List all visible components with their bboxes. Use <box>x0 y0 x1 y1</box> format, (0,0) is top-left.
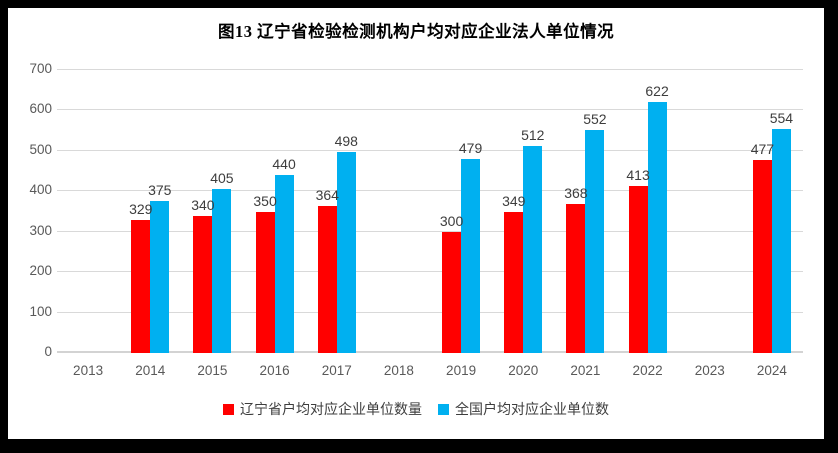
x-axis-tick-label: 2016 <box>259 363 290 378</box>
x-axis-tick-label: 2019 <box>446 363 477 378</box>
plot-area: 329 375 340 405 350 440 364 498 300 479 349 512 368 5… <box>57 69 803 353</box>
data-label: 350 <box>253 192 277 209</box>
national-bar-2021 <box>585 129 605 353</box>
y-axis-tick-label: 200 <box>29 263 52 279</box>
chart-title: 图13 辽宁省检验检测机构户均对应企业法人单位情况 <box>217 22 615 41</box>
y-axis-tick-label: 600 <box>29 101 52 117</box>
x-axis-tick-label: 2020 <box>508 363 539 378</box>
national-bar-2014 <box>150 201 170 353</box>
x-axis-tick-label: 2021 <box>570 363 601 378</box>
data-label: 413 <box>626 167 650 184</box>
x-axis-tick-label: 2022 <box>632 363 663 378</box>
gridline <box>57 109 803 111</box>
gridline <box>57 149 803 151</box>
legend: 辽宁省户均对应企业单位数量 全国户均对应企业单位数 <box>8 399 824 419</box>
data-label: 512 <box>521 127 545 144</box>
gridline <box>57 230 803 232</box>
x-axis-tick-label: 2013 <box>73 363 104 378</box>
national-bar-2016 <box>274 175 294 353</box>
data-label: 440 <box>272 156 296 173</box>
liaoning-bar-2024 <box>752 160 772 353</box>
y-axis-tick-label: 300 <box>29 222 52 238</box>
liaoning-bar-2020 <box>504 211 524 353</box>
x-axis-tick-label: 2023 <box>694 363 725 378</box>
legend-item-liaoning: 辽宁省户均对应企业单位数量 <box>223 399 422 419</box>
data-label: 300 <box>439 212 464 229</box>
gridline <box>57 69 803 70</box>
gridline <box>57 190 803 192</box>
y-axis-tick-label: 500 <box>29 141 52 157</box>
legend-label: 辽宁省户均对应企业单位数量 <box>240 401 422 417</box>
x-axis-tick-label: 2018 <box>383 363 414 378</box>
national-bar-2020 <box>523 146 543 353</box>
y-axis-tick-label: 700 <box>29 61 52 76</box>
data-label: 329 <box>129 201 153 217</box>
data-label: 368 <box>564 185 588 202</box>
data-label: 554 <box>769 110 794 127</box>
data-label: 622 <box>645 82 669 99</box>
data-label: 349 <box>502 192 526 209</box>
liaoning-bar-2022 <box>628 186 648 353</box>
national-bar-2015 <box>212 189 232 353</box>
y-axis-tick-label: 400 <box>29 182 52 198</box>
national-bar-2024 <box>771 129 791 353</box>
national-bar-2017 <box>336 151 356 353</box>
data-label: 364 <box>315 186 339 203</box>
national-bar-2019 <box>461 159 481 353</box>
data-label: 375 <box>148 182 172 199</box>
data-label: 340 <box>191 196 215 213</box>
gridline <box>57 271 803 273</box>
liaoning-bar-2021 <box>566 204 586 353</box>
legend-swatch-icon <box>438 403 449 415</box>
legend-item-national: 全国户均对应企业单位数 <box>438 399 609 419</box>
legend-label: 全国户均对应企业单位数 <box>455 401 609 417</box>
data-label: 552 <box>583 110 607 127</box>
x-axis-tick-label: 2014 <box>135 363 166 378</box>
x-axis-baseline <box>57 351 803 353</box>
data-label: 498 <box>334 132 358 149</box>
y-axis-tick-label: 100 <box>29 303 52 319</box>
legend-swatch-icon <box>223 403 234 415</box>
liaoning-bar-2017 <box>317 205 337 353</box>
national-bar-2022 <box>647 101 667 353</box>
liaoning-bar-2016 <box>255 211 275 353</box>
liaoning-bar-2014 <box>131 220 151 353</box>
liaoning-bar-2015 <box>193 215 213 353</box>
data-label: 479 <box>458 140 483 157</box>
data-label: 477 <box>750 141 775 158</box>
x-axis-tick-label: 2015 <box>197 363 228 378</box>
x-axis-tick-label: 2024 <box>756 363 787 378</box>
data-label: 405 <box>210 170 234 187</box>
y-axis-tick-label: 0 <box>44 344 52 359</box>
x-axis-tick-label: 2017 <box>321 363 352 378</box>
liaoning-bar-2019 <box>442 231 462 353</box>
gridline <box>57 311 803 313</box>
